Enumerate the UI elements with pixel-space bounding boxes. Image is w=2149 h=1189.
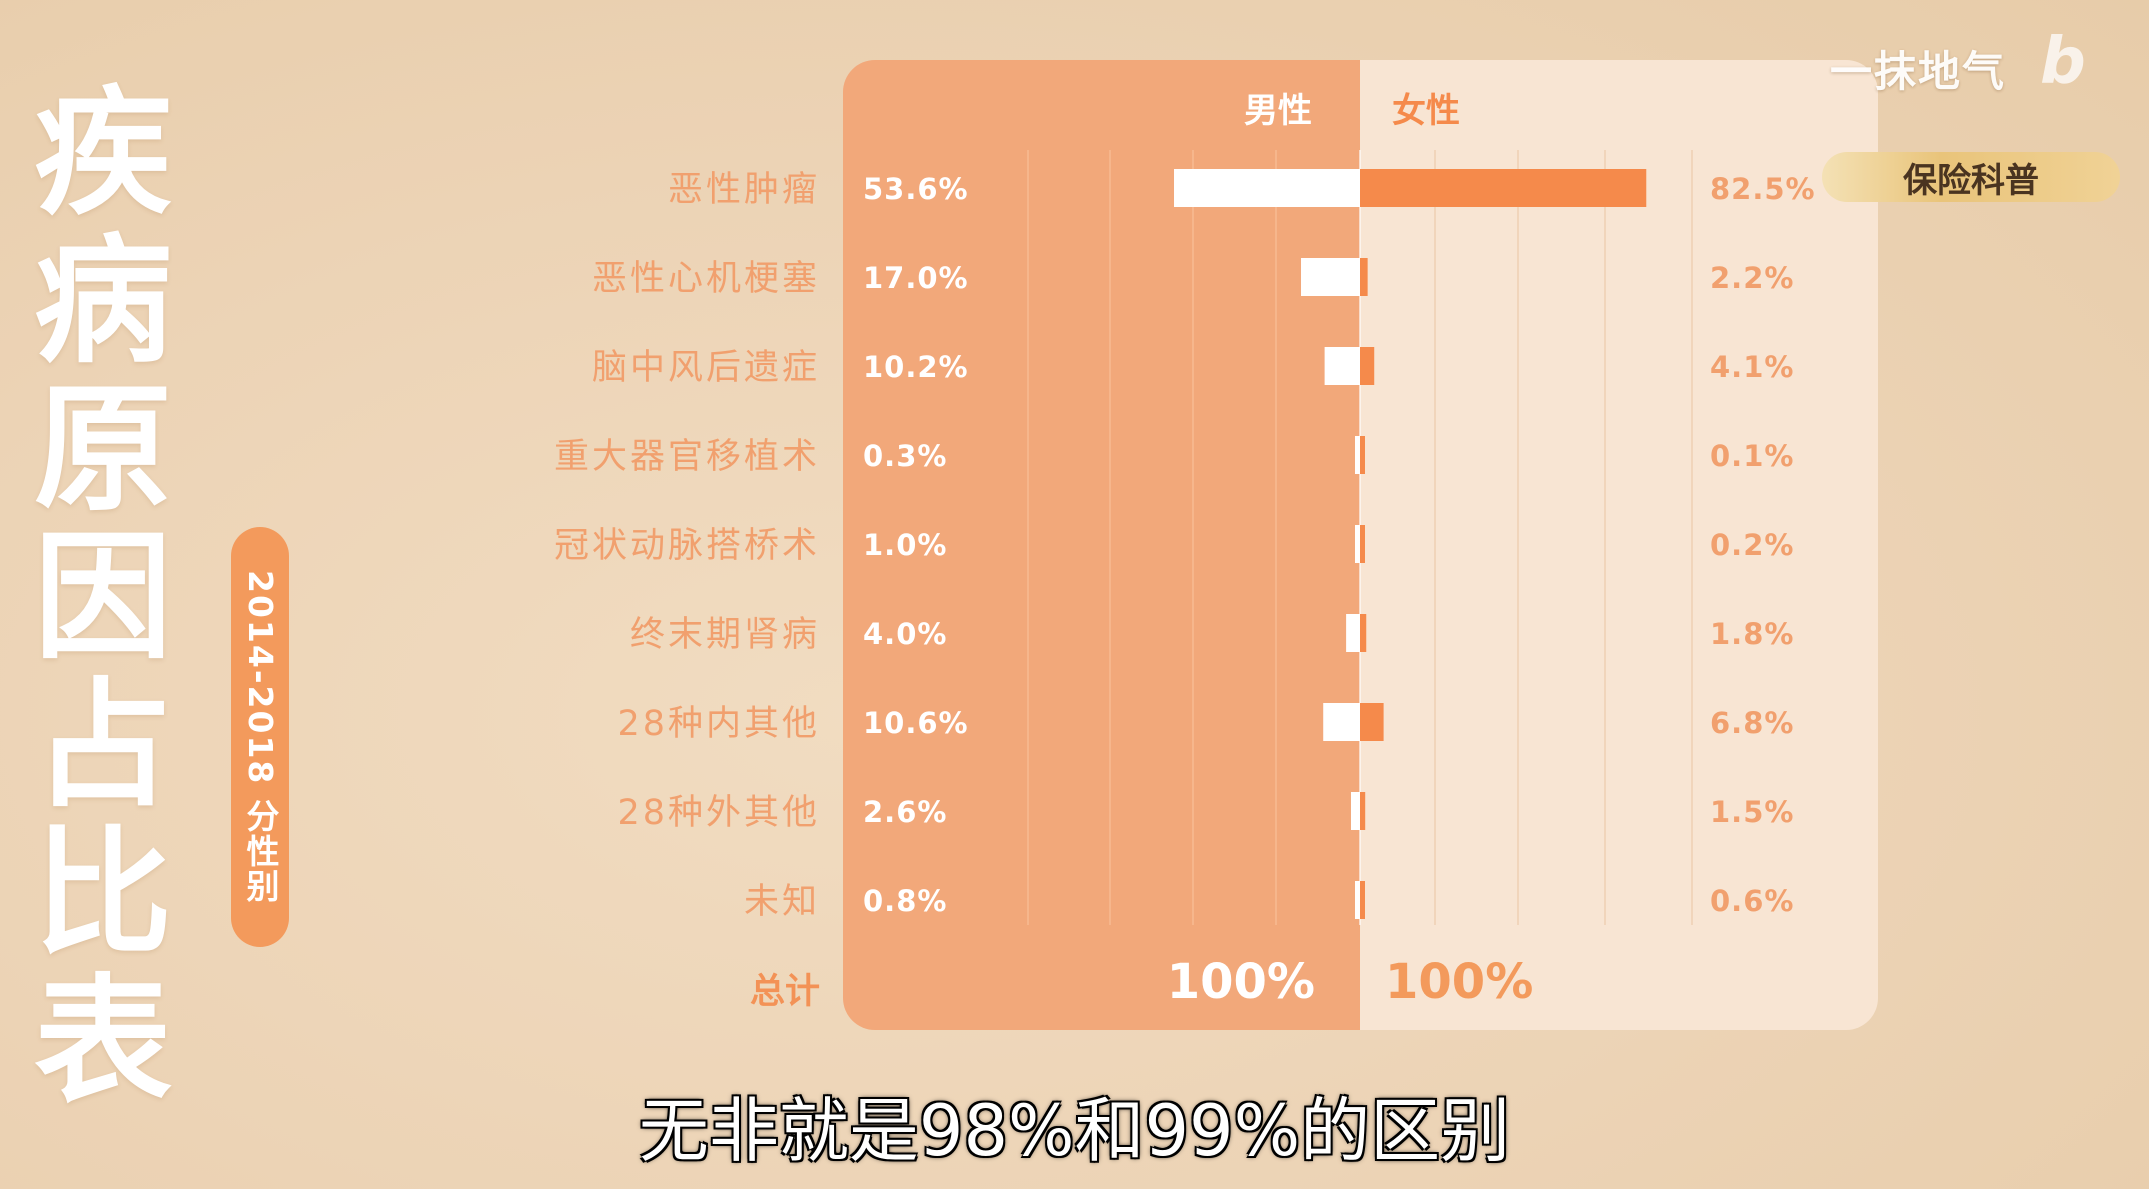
value-label-female: 6.8% bbox=[1710, 706, 1794, 740]
video-subtitle: 无非就是98%和99%的区别 bbox=[638, 1090, 1511, 1172]
bar-female bbox=[1360, 792, 1366, 830]
value-label-male: 10.6% bbox=[863, 706, 969, 740]
tag-badge: 保险科普 bbox=[1822, 152, 2120, 202]
legend-female: 女性 bbox=[1392, 91, 1460, 131]
title-char: 因 bbox=[33, 517, 172, 678]
bar-female bbox=[1360, 703, 1384, 741]
value-label-female: 0.2% bbox=[1710, 528, 1794, 562]
bar-female bbox=[1360, 436, 1365, 474]
category-label: 恶性肿瘤 bbox=[668, 170, 820, 210]
bar-male bbox=[1350, 792, 1360, 830]
value-label-female: 4.1% bbox=[1710, 350, 1794, 384]
title-char: 表 bbox=[33, 961, 172, 1122]
value-label-male: 0.3% bbox=[863, 439, 947, 473]
title-char: 占 bbox=[33, 665, 172, 826]
value-label-male: 17.0% bbox=[863, 261, 969, 295]
value-label-female: 2.2% bbox=[1710, 261, 1794, 295]
category-label: 未知 bbox=[744, 882, 820, 922]
category-label: 终末期肾病 bbox=[630, 615, 820, 655]
value-label-male: 4.0% bbox=[863, 617, 947, 651]
bar-male bbox=[1323, 703, 1360, 741]
bar-male bbox=[1346, 614, 1360, 652]
bilibili-logo-icon: b bbox=[2040, 25, 2086, 99]
bar-male bbox=[1324, 347, 1360, 385]
legend-male: 男性 bbox=[1244, 91, 1312, 131]
title-char: 疾 bbox=[33, 73, 172, 234]
value-label-male: 53.6% bbox=[863, 172, 969, 206]
value-label-female: 1.5% bbox=[1710, 795, 1794, 829]
bar-male bbox=[1355, 881, 1360, 919]
value-label-female: 0.6% bbox=[1710, 884, 1794, 918]
bar-male bbox=[1355, 436, 1360, 474]
channel-name: 一抹地气 bbox=[1830, 47, 2007, 96]
category-label: 恶性心机梗塞 bbox=[592, 259, 820, 299]
total-male: 100% bbox=[1167, 954, 1315, 1010]
value-label-male: 0.8% bbox=[863, 884, 947, 918]
total-label: 总计 bbox=[750, 972, 820, 1012]
bar-male bbox=[1174, 169, 1360, 207]
female-panel bbox=[1360, 60, 1878, 1030]
bar-female bbox=[1360, 169, 1647, 207]
bar-female bbox=[1360, 881, 1365, 919]
main-title: 疾病原因占比表 bbox=[28, 80, 178, 1116]
title-char: 比 bbox=[33, 813, 172, 974]
value-label-male: 10.2% bbox=[863, 350, 969, 384]
bar-male bbox=[1301, 258, 1360, 296]
period-pill: 2014-2018 分性别 bbox=[231, 527, 289, 947]
value-label-male: 2.6% bbox=[863, 795, 947, 829]
period-label: 2014-2018 分性别 bbox=[241, 570, 280, 904]
value-label-female: 0.1% bbox=[1710, 439, 1794, 473]
category-label: 28种内其他 bbox=[617, 704, 820, 744]
bar-female bbox=[1360, 258, 1368, 296]
category-label: 脑中风后遗症 bbox=[592, 348, 820, 388]
value-label-female: 1.8% bbox=[1710, 617, 1794, 651]
category-label: 重大器官移植术 bbox=[554, 437, 820, 477]
male-panel bbox=[843, 60, 1360, 1030]
value-label-female: 82.5% bbox=[1710, 172, 1816, 206]
total-female: 100% bbox=[1385, 954, 1533, 1010]
bar-female bbox=[1360, 525, 1365, 563]
bar-male bbox=[1355, 525, 1360, 563]
value-label-male: 1.0% bbox=[863, 528, 947, 562]
title-char: 原 bbox=[33, 369, 172, 530]
bar-female bbox=[1360, 614, 1367, 652]
category-label: 冠状动脉搭桥术 bbox=[554, 526, 820, 566]
category-label: 28种外其他 bbox=[617, 793, 820, 833]
title-char: 病 bbox=[33, 221, 172, 382]
bar-female bbox=[1360, 347, 1375, 385]
